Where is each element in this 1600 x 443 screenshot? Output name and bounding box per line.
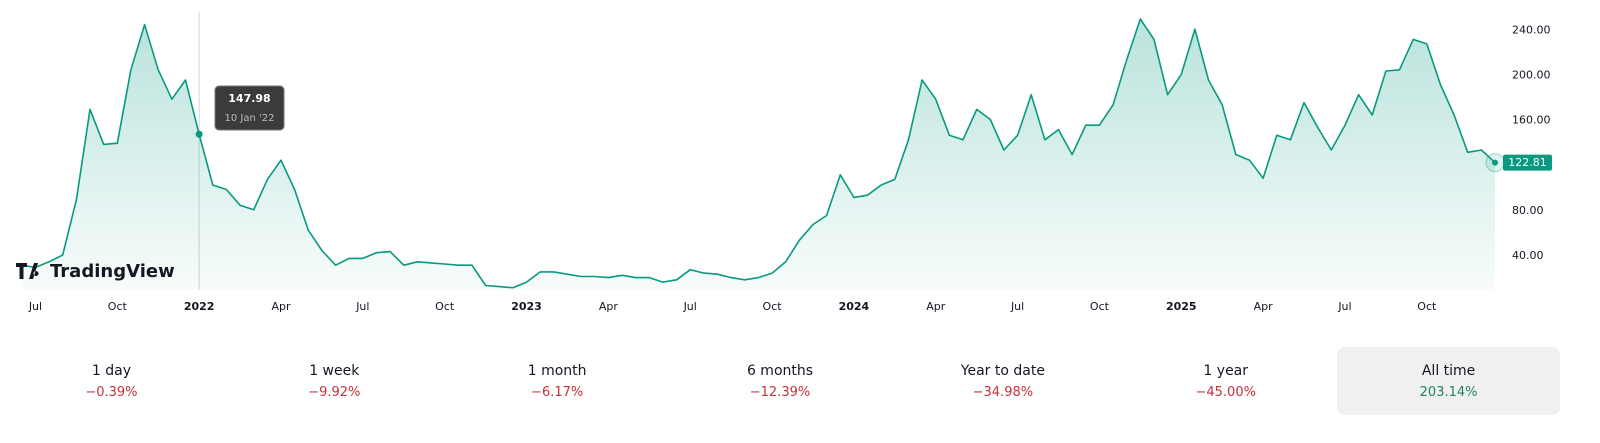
period-button[interactable]: 6 months −12.39% <box>669 347 892 415</box>
y-tick-label: 240.00 <box>1512 23 1551 36</box>
x-tick-label: Oct <box>435 300 455 313</box>
period-bar: 1 day −0.39% 1 week −9.92% 1 month −6.17% 6 mo… <box>0 347 1561 415</box>
period-label: 1 year <box>1203 362 1249 379</box>
period-button[interactable]: Year to date −34.98% <box>891 347 1114 415</box>
price-line <box>21 18 1496 289</box>
chart: 40.00 80.00 160.00 200.00 240.00 Jul Oct 2022 Ap… <box>16 12 1552 313</box>
tooltip-box <box>214 85 285 131</box>
period-change: −9.92% <box>308 384 361 400</box>
tooltip-value: 147.98 <box>228 92 270 105</box>
y-tick-label: 40.00 <box>1512 249 1544 262</box>
logo-icon <box>16 263 39 279</box>
x-tick-label: Apr <box>1254 300 1274 313</box>
x-tick-label: Jul <box>1337 300 1351 313</box>
x-tick-label: Apr <box>926 300 946 313</box>
y-tick-label: 160.00 <box>1512 114 1551 127</box>
period-label: 1 day <box>91 362 131 379</box>
period-change: −6.17% <box>531 384 584 400</box>
last-point <box>1492 159 1498 166</box>
period-button[interactable]: 1 day −0.39% <box>0 347 223 415</box>
period-button[interactable]: All time 203.14% <box>1337 347 1561 415</box>
period-label: All time <box>1421 362 1476 379</box>
x-tick-label: Jul <box>355 300 369 313</box>
x-tick-label: 2025 <box>1166 300 1197 313</box>
y-tick-label: 200.00 <box>1512 68 1551 81</box>
period-button[interactable]: 1 month −6.17% <box>446 347 669 415</box>
x-tick-label: Oct <box>1090 300 1110 313</box>
tooltip-point <box>195 130 203 138</box>
y-tick-label: 80.00 <box>1512 204 1544 217</box>
period-label: 1 month <box>527 362 587 379</box>
period-change: −34.98% <box>972 384 1034 400</box>
period-label: Year to date <box>960 362 1045 379</box>
period-button[interactable]: 1 week −9.92% <box>223 347 446 415</box>
x-tick-label: Apr <box>271 300 291 313</box>
x-tick-label: 2023 <box>511 300 542 313</box>
tooltip-date: 10 Jan '22 <box>225 113 275 124</box>
x-tick-label: Oct <box>1417 300 1437 313</box>
x-tick-label: Apr <box>599 300 619 313</box>
period-change: 203.14% <box>1419 384 1478 400</box>
logo: TradingView <box>16 261 175 282</box>
x-tick-label: 2024 <box>839 300 870 313</box>
period-label: 6 months <box>746 362 814 379</box>
period-button[interactable]: 1 year −45.00% <box>1114 347 1337 415</box>
x-tick-label: Jul <box>683 300 697 313</box>
period-change: −12.39% <box>749 384 811 400</box>
x-tick-label: Oct <box>108 300 128 313</box>
period-change: −0.39% <box>85 384 138 400</box>
last-price-label: 122.81 <box>1508 156 1547 169</box>
x-tick-label: Oct <box>763 300 783 313</box>
last-price-tag <box>1503 154 1552 171</box>
area-fill <box>21 19 1495 290</box>
x-tick-label: Jul <box>1010 300 1024 313</box>
x-tick-label: 2022 <box>184 300 215 313</box>
x-tick-label: Jul <box>28 300 42 313</box>
period-label: 1 week <box>309 362 360 379</box>
logo-text: TradingView <box>50 261 175 282</box>
period-change: −45.00% <box>1195 384 1256 400</box>
